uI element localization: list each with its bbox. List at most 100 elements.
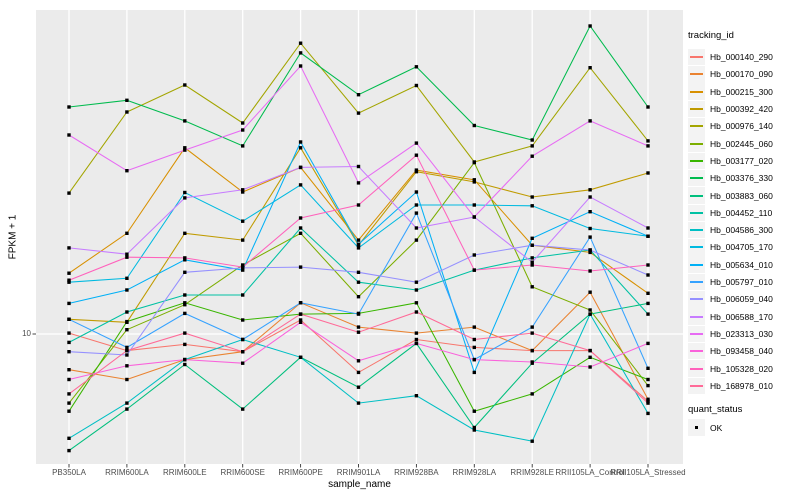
legend-line-swatch-icon — [690, 229, 703, 232]
legend-line-swatch-icon — [690, 332, 703, 335]
data-point — [67, 436, 71, 440]
data-point — [356, 330, 361, 334]
legend-key — [688, 221, 705, 239]
data-point — [298, 140, 303, 144]
data-point — [472, 325, 476, 329]
data-point — [356, 295, 361, 299]
legend-line-swatch-icon — [690, 281, 703, 284]
data-point — [183, 301, 187, 305]
data-point — [125, 401, 129, 405]
data-point — [530, 439, 534, 443]
data-point — [356, 164, 361, 169]
data-point — [125, 345, 129, 350]
legend-item-Hb_105328_020: Hb_105328_020 — [688, 360, 773, 377]
legend-key — [688, 152, 705, 170]
data-point — [183, 148, 187, 152]
legend-label: Hb_000215_300 — [710, 86, 773, 97]
x-axis-title: sample_name — [328, 479, 391, 490]
data-point — [472, 357, 476, 362]
data-point — [241, 190, 245, 194]
legend-key — [688, 342, 705, 360]
legend: tracking_id Hb_000140_290 Hb_000170_090 Hb… — [688, 0, 800, 500]
data-point — [241, 144, 245, 148]
data-point — [588, 188, 592, 192]
data-point — [414, 394, 419, 398]
data-point — [183, 357, 187, 362]
data-point — [356, 246, 361, 250]
data-point — [646, 401, 650, 405]
data-point — [588, 226, 592, 231]
data-point — [67, 271, 71, 275]
x-tick-label-RRIM901LA: RRIM901LA — [336, 468, 381, 477]
data-point — [356, 270, 361, 274]
data-point — [183, 196, 187, 200]
x-tick-label-RRIM928LE: RRIM928LE — [510, 468, 554, 477]
data-point — [125, 98, 129, 102]
data-point — [67, 368, 71, 372]
data-point — [298, 41, 303, 45]
x-tick-label-RRIM600PE: RRIM600PE — [278, 468, 323, 477]
legend-label: Hb_168978_010 — [710, 380, 773, 391]
data-point — [646, 171, 650, 175]
data-point — [646, 291, 650, 295]
data-point — [588, 365, 592, 369]
data-point — [125, 255, 129, 259]
data-point — [414, 170, 419, 174]
data-point — [67, 350, 71, 354]
data-point — [298, 301, 303, 305]
data-point — [183, 190, 187, 195]
data-point — [183, 256, 187, 260]
data-point — [298, 265, 303, 269]
data-point — [414, 190, 419, 194]
legend-item-Hb_002445_060: Hb_002445_060 — [688, 135, 773, 152]
data-point — [67, 280, 71, 284]
data-point — [125, 310, 129, 314]
legend-key — [688, 135, 705, 152]
legend-item-Hb_093458_040: Hb_093458_040 — [688, 342, 773, 360]
data-point — [588, 210, 592, 214]
data-point — [241, 265, 245, 269]
data-point — [356, 280, 361, 284]
data-point — [530, 260, 534, 264]
data-point — [183, 311, 187, 316]
legend-line-swatch-icon — [690, 367, 703, 370]
data-point — [530, 285, 534, 289]
data-point — [414, 337, 419, 342]
legend-label: Hb_105328_020 — [710, 363, 773, 374]
data-point — [646, 377, 650, 382]
data-point — [241, 219, 245, 223]
data-point — [183, 293, 187, 297]
quant-ok-key — [688, 419, 705, 436]
data-point — [646, 383, 650, 388]
data-point — [472, 428, 476, 432]
data-point — [241, 268, 245, 272]
data-point — [588, 290, 592, 294]
data-point — [646, 226, 650, 230]
data-point — [646, 341, 650, 346]
data-point — [67, 278, 71, 282]
data-point — [414, 141, 419, 145]
data-point — [588, 312, 592, 316]
x-tick-label-RRIM600LA: RRIM600LA — [105, 468, 149, 477]
data-point — [125, 110, 129, 114]
data-point — [414, 310, 419, 314]
legend-item-Hb_023313_030: Hb_023313_030 — [688, 325, 773, 343]
legend-key — [688, 66, 705, 83]
legend-line-swatch-icon — [690, 159, 703, 162]
legend-line-swatch-icon — [690, 211, 703, 214]
data-point — [472, 160, 476, 165]
data-point — [298, 226, 303, 230]
data-point — [530, 154, 534, 158]
legend-key — [688, 273, 705, 291]
data-point — [183, 119, 187, 123]
data-point — [472, 409, 476, 413]
legend-line-swatch-icon — [690, 298, 703, 301]
legend-label: Hb_000392_420 — [710, 104, 773, 115]
data-point — [530, 325, 534, 329]
data-point — [356, 203, 361, 207]
data-point — [472, 370, 476, 375]
data-point — [588, 66, 592, 70]
data-point — [646, 411, 650, 416]
data-point — [356, 370, 361, 375]
